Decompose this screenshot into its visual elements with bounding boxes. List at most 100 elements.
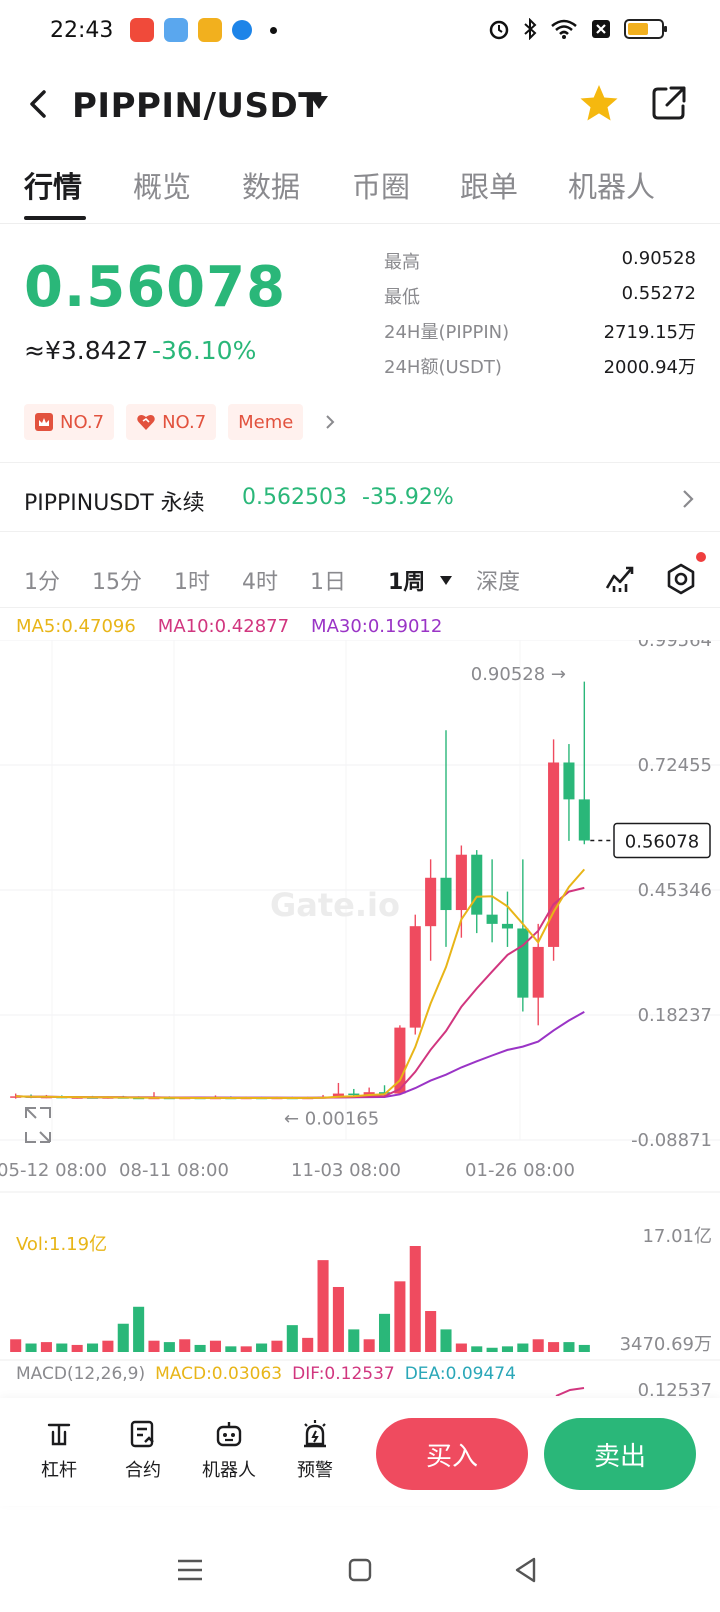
volume-bar <box>209 1340 222 1352</box>
volume-bar <box>194 1344 206 1352</box>
candle-body <box>363 1092 375 1095</box>
interval-4h[interactable]: 4时 <box>242 570 278 595</box>
stat-value: 2000.94万 <box>603 357 696 378</box>
ma30-line <box>15 1011 585 1099</box>
volume-bar <box>563 1342 575 1352</box>
volume-bar <box>409 1246 421 1352</box>
sell-button[interactable]: 卖出 <box>544 1418 696 1490</box>
tab-copy-trade[interactable]: 跟单 <box>460 170 519 204</box>
candle-body <box>455 854 467 911</box>
interval-dropdown-caret-icon[interactable] <box>440 576 452 585</box>
watermark: Gate.io <box>270 886 400 924</box>
stat-label: 最高 <box>384 252 420 273</box>
badge-label: NO.7 <box>162 411 207 433</box>
action-label: 预警 <box>297 1460 333 1481</box>
perpetual-name: PIPPINUSDT 永续 <box>24 491 205 516</box>
browser-app-icon <box>232 20 252 40</box>
contract-action[interactable]: 合约 <box>108 1418 178 1482</box>
heart-icon <box>137 414 155 430</box>
share-icon[interactable] <box>650 84 688 122</box>
volume-bar <box>394 1281 406 1352</box>
interval-1d[interactable]: 1日 <box>310 570 346 595</box>
pair-title[interactable]: PIPPIN/USDT <box>72 86 322 126</box>
tab-bots[interactable]: 机器人 <box>568 170 656 204</box>
rank-badge[interactable]: NO.7 <box>24 404 115 440</box>
stat-24h-volume: 24H量(PIPPIN) 2719.15万 <box>384 318 696 353</box>
macd-value: MACD:0.03063 <box>155 1364 283 1384</box>
expand-chart-icon[interactable] <box>25 1107 51 1143</box>
candle-body <box>440 877 452 911</box>
volume-bar <box>348 1329 360 1352</box>
ma30-legend: MA30:0.19012 <box>311 616 443 637</box>
macd-params: MACD(12,26,9) <box>16 1364 146 1384</box>
dea-value: DEA:0.09474 <box>404 1364 516 1384</box>
back-arrow-icon[interactable] <box>20 84 60 124</box>
indicator-icon[interactable] <box>604 562 636 594</box>
stat-label: 24H量(PIPPIN) <box>384 322 510 343</box>
more-badges-chevron-icon[interactable] <box>321 413 339 431</box>
candle-body <box>563 762 575 800</box>
interval-1w[interactable]: 1周 <box>388 570 426 595</box>
system-nav-bar <box>0 1532 720 1612</box>
perpetual-price: 0.562503 <box>242 485 347 510</box>
rank-icon <box>35 413 53 431</box>
price-stats: 最高 0.90528 最低 0.55272 24H量(PIPPIN) 2719.… <box>384 248 696 388</box>
wifi-icon <box>551 19 577 39</box>
volume-bar <box>332 1286 344 1352</box>
settings-hexagon-icon[interactable] <box>664 562 698 596</box>
volume-bar <box>425 1311 437 1352</box>
tab-overview[interactable]: 概览 <box>133 170 192 204</box>
candle-body <box>548 762 560 947</box>
candle-body <box>517 928 529 998</box>
pair-dropdown-caret-icon[interactable] <box>310 96 328 109</box>
volume-chart[interactable]: 17.01亿 3470.69万 0.12537 <box>0 1226 720 1396</box>
back-triangle-icon[interactable] <box>508 1552 544 1588</box>
y-axis-label: 0.18237 <box>638 1005 712 1026</box>
candle-body <box>394 1027 406 1094</box>
cny-price: ≈¥3.8427 <box>24 336 149 365</box>
menu-icon[interactable] <box>172 1552 208 1588</box>
candlestick-chart[interactable]: 0.99564 0.72455 0.45346 0.18237 -0.08871 05-1… <box>0 640 720 1200</box>
popularity-badge[interactable]: NO.7 <box>126 404 217 440</box>
volume-label: Vol:1.19亿 <box>16 1234 108 1255</box>
favorite-star-icon[interactable] <box>578 82 620 124</box>
tab-community[interactable]: 币圈 <box>352 170 411 204</box>
robot-action[interactable]: 机器人 <box>194 1418 264 1482</box>
perpetual-contract-row[interactable]: PIPPINUSDT 永续 0.562503 -35.92% <box>0 462 720 532</box>
candle-body <box>471 854 483 915</box>
stat-label: 24H额(USDT) <box>384 357 502 378</box>
leverage-action[interactable]: 杠杆 <box>24 1418 94 1482</box>
action-label: 机器人 <box>202 1460 256 1481</box>
action-label: 杠杆 <box>41 1460 77 1481</box>
alert-action[interactable]: 预警 <box>280 1418 350 1482</box>
header: PIPPIN/USDT <box>0 78 720 134</box>
interval-1h[interactable]: 1时 <box>174 570 210 595</box>
meme-badge[interactable]: Meme <box>228 404 304 440</box>
volume-bar <box>286 1325 298 1352</box>
current-price-box <box>613 822 711 859</box>
interval-depth[interactable]: 深度 <box>476 570 521 595</box>
buy-button[interactable]: 买入 <box>376 1418 528 1490</box>
candle-body <box>486 914 498 924</box>
volume-axis-label: 3470.69万 <box>620 1334 712 1355</box>
badge-label: Meme <box>238 411 294 433</box>
volume-bar <box>271 1340 283 1352</box>
interval-15m[interactable]: 15分 <box>92 570 142 595</box>
x-axis-label: 05-12 08:00 <box>0 1160 107 1181</box>
candle-body <box>501 923 514 929</box>
interval-1m[interactable]: 1分 <box>24 570 60 595</box>
tag-badges: NO.7 NO.7 Meme <box>24 404 339 440</box>
volume-bar <box>225 1346 237 1352</box>
tab-data[interactable]: 数据 <box>242 170 301 204</box>
ma5-line <box>15 868 586 1100</box>
home-square-icon[interactable] <box>342 1552 378 1588</box>
tab-market[interactable]: 行情 <box>24 170 83 204</box>
bottom-action-bar: 杠杆 合约 机器人 预警 买入 卖出 <box>0 1398 720 1506</box>
y-axis-label: -0.08871 <box>631 1130 712 1151</box>
candle-body <box>332 1093 344 1097</box>
notification-icons <box>130 18 277 42</box>
candle-body <box>578 799 590 841</box>
stat-high: 最高 0.90528 <box>384 248 696 283</box>
candle-body <box>409 926 421 1028</box>
main-tabs: 行情 概览 数据 币圈 跟单 机器人 <box>0 160 720 224</box>
